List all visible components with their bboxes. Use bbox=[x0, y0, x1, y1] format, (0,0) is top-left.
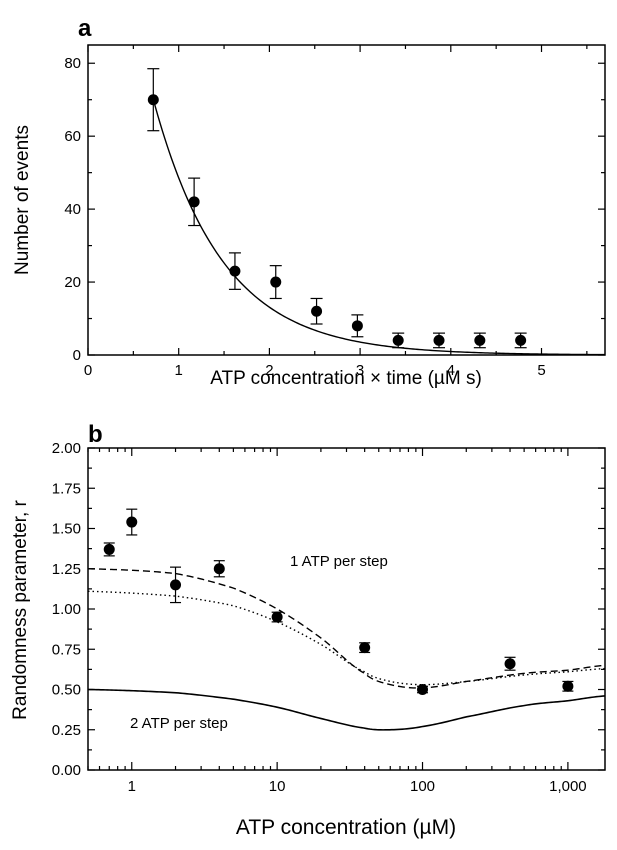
panel-a-ticks bbox=[87, 45, 605, 356]
panel-a-x-axis-title: ATP concentration × time (µM s) bbox=[210, 368, 482, 389]
panel-a-y-tick-label: 80 bbox=[64, 55, 81, 72]
panel-a-data-point bbox=[311, 305, 323, 317]
panel-a-y-axis-title: Number of events bbox=[12, 125, 33, 275]
panel-b-y-tick-labels: 0.00 0.25 0.50 0.75 1.00 1.25 1.50 1.75 … bbox=[52, 440, 81, 779]
panel-b-data-point bbox=[562, 680, 574, 692]
panel-a-plot-frame bbox=[87, 44, 606, 356]
panel-a-data-points bbox=[147, 68, 527, 349]
panel-b-y-tick-label: 0.75 bbox=[52, 641, 81, 658]
panel-a-x-tick-label: 3 bbox=[356, 362, 364, 379]
panel-b-x-tick-label: 100 bbox=[410, 778, 435, 795]
panel-b-data-point bbox=[417, 684, 429, 695]
panel-a-x-tick-label: 1 bbox=[175, 362, 183, 379]
panel-b-data-point bbox=[213, 563, 225, 575]
panel-a-x-tick-label: 5 bbox=[537, 362, 545, 379]
panel-a: a 0 1 2 3 4 5 0 20 40 60 80 ATP concentr… bbox=[12, 15, 606, 389]
panel-a-x-tick-label: 4 bbox=[447, 362, 455, 379]
panel-a-data-point bbox=[515, 334, 527, 346]
panel-b-x-tick-label: 1,000 bbox=[549, 778, 587, 795]
panel-b-y-tick-label: 1.25 bbox=[52, 561, 81, 578]
annotation-1-atp-per-step: 1 ATP per step bbox=[290, 553, 388, 570]
panel-a-data-point bbox=[433, 334, 445, 346]
panel-a-y-tick-label: 60 bbox=[64, 128, 81, 145]
panel-a-data-point bbox=[270, 276, 282, 288]
panel-a-data-point bbox=[147, 94, 159, 106]
panel-a-x-tick-label: 2 bbox=[265, 362, 273, 379]
panel-a-data-point bbox=[229, 265, 241, 277]
panel-b-data-point bbox=[504, 658, 516, 670]
panel-b-data-point bbox=[359, 642, 371, 654]
panel-a-fit-curve bbox=[152, 99, 606, 356]
panel-a-label: a bbox=[78, 15, 92, 42]
panel-a-data-point bbox=[392, 334, 404, 346]
panel-a-x-tick-labels: 0 1 2 3 4 5 bbox=[84, 362, 546, 379]
panel-a-y-tick-labels: 0 20 40 60 80 bbox=[64, 55, 81, 364]
panel-b-x-axis-title: ATP concentration (µM) bbox=[236, 816, 456, 839]
panel-b-y-tick-label: 0.50 bbox=[52, 682, 81, 699]
panel-b-y-tick-label: 1.50 bbox=[52, 521, 81, 538]
panel-b-dotted-curve bbox=[87, 590, 606, 686]
panel-a-y-tick-label: 40 bbox=[64, 201, 81, 218]
panel-a-data-point bbox=[351, 320, 363, 332]
panel-b-y-tick-label: 1.75 bbox=[52, 480, 81, 497]
panel-b-x-tick-label: 10 bbox=[269, 778, 286, 795]
panel-b-y-axis-title: Randomness parameter, r bbox=[10, 500, 31, 720]
panel-a-y-tick-label: 0 bbox=[73, 347, 81, 364]
panel-a-y-tick-label: 20 bbox=[64, 274, 81, 291]
annotation-2-atp-per-step: 2 ATP per step bbox=[130, 715, 228, 732]
panel-b-y-tick-label: 0.00 bbox=[52, 762, 81, 779]
panel-b-y-tick-label: 2.00 bbox=[52, 440, 81, 457]
panel-b-data-point bbox=[126, 516, 138, 528]
panel-b: b 1 10 100 1,000 0.00 0.25 0.50 0.75 1.0… bbox=[10, 421, 606, 839]
panel-b-label: b bbox=[88, 421, 103, 448]
panel-b-solid-curve bbox=[87, 688, 606, 731]
panel-b-data-point bbox=[170, 579, 182, 591]
panel-a-data-point bbox=[188, 196, 200, 208]
panel-a-data-point bbox=[474, 334, 486, 346]
panel-a-x-tick-label: 0 bbox=[84, 362, 92, 379]
panel-b-x-tick-labels: 1 10 100 1,000 bbox=[128, 778, 587, 795]
panel-b-data-points bbox=[103, 508, 574, 695]
panel-b-x-tick-label: 1 bbox=[128, 778, 136, 795]
panel-b-y-tick-label: 0.25 bbox=[52, 722, 81, 739]
panel-b-y-tick-label: 1.00 bbox=[52, 601, 81, 618]
panel-b-dashed-curve bbox=[87, 568, 606, 689]
panel-b-data-point bbox=[271, 611, 283, 623]
panel-b-data-point bbox=[103, 543, 115, 555]
